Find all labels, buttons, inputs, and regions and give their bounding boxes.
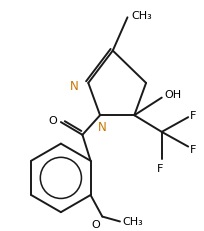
Text: N: N <box>97 121 106 134</box>
Text: CH₃: CH₃ <box>131 11 151 21</box>
Text: CH₃: CH₃ <box>121 216 142 226</box>
Text: F: F <box>189 111 196 121</box>
Text: OH: OH <box>164 89 181 99</box>
Text: N: N <box>70 80 79 93</box>
Text: O: O <box>48 116 57 126</box>
Text: F: F <box>156 164 162 173</box>
Text: F: F <box>189 144 196 154</box>
Text: O: O <box>91 219 100 228</box>
